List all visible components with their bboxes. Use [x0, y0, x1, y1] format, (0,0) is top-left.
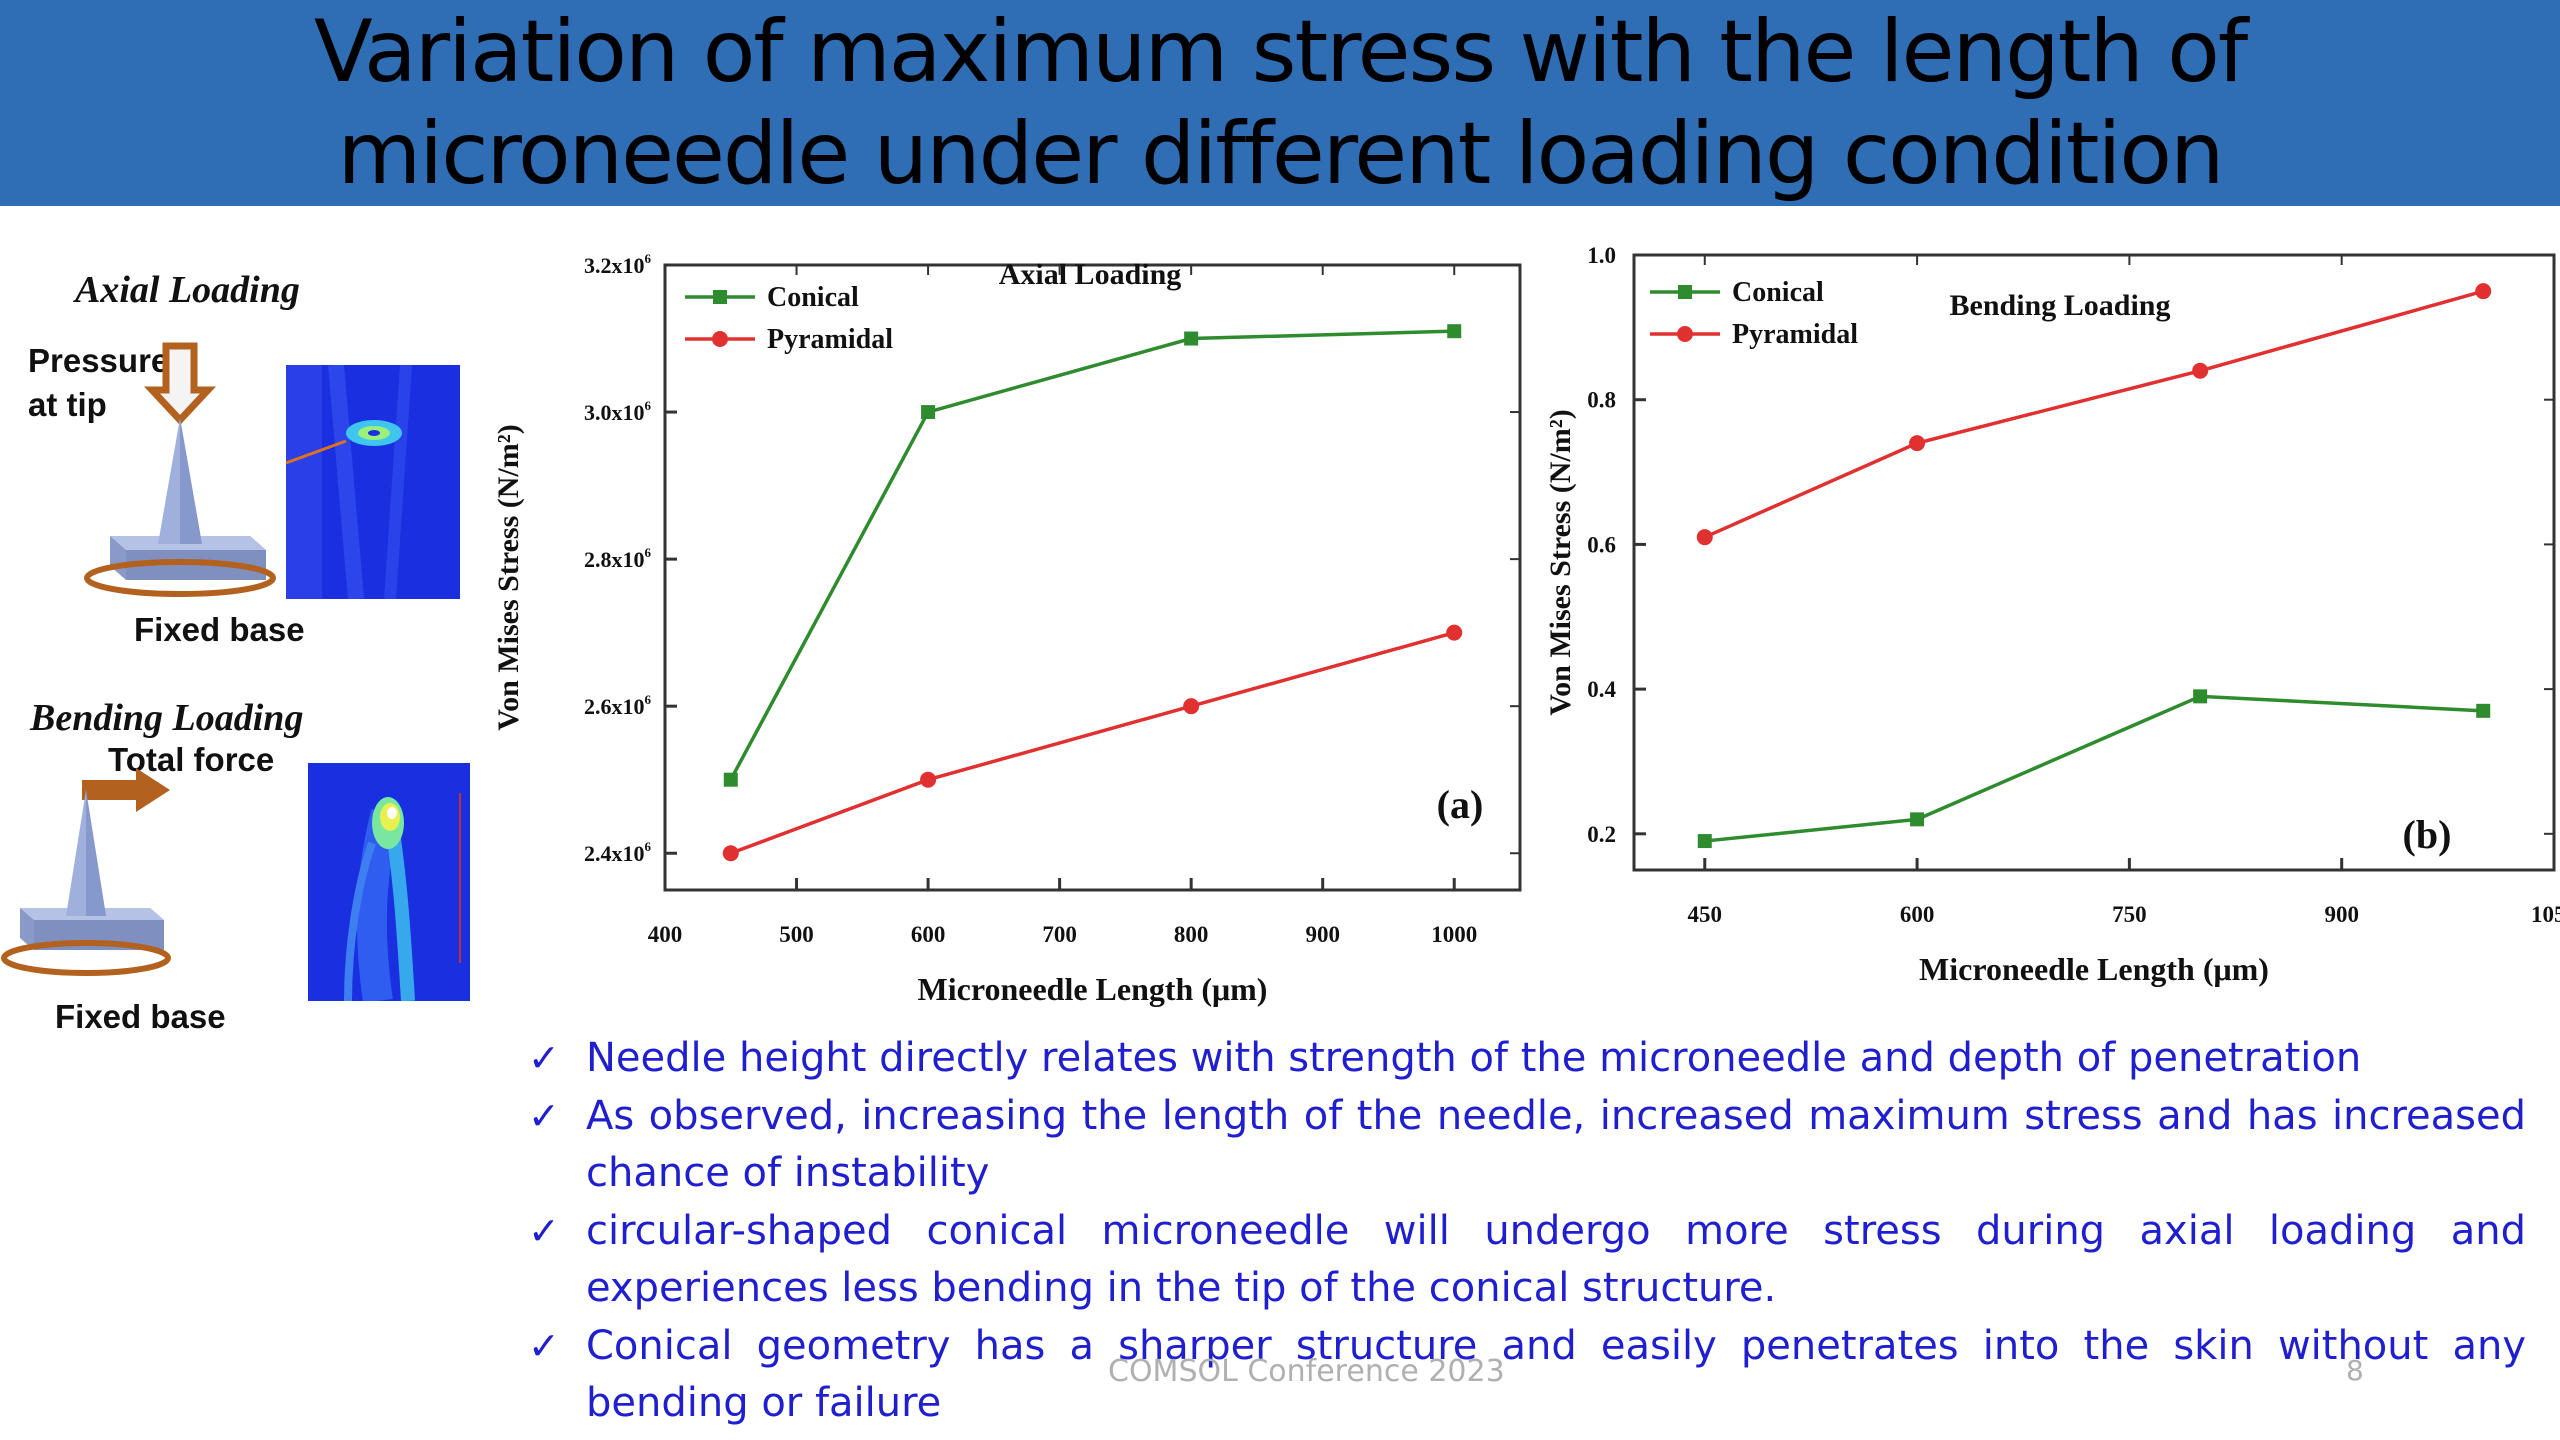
- legend-marker: [712, 331, 728, 347]
- data-point-conical: [921, 405, 936, 420]
- series-line-pyramidal: [730, 630, 1455, 855]
- bending-needle-diagram: [1, 768, 171, 976]
- panel-label: (b): [2403, 812, 2452, 857]
- data-point-pyramidal: [2192, 362, 2209, 379]
- bullet-item: ✓ As observed, increasing the length of …: [528, 1088, 2526, 1203]
- bullet-item: ✓ Needle height directly relates with st…: [528, 1030, 2526, 1088]
- fixed-base-ring-icon: [1, 940, 171, 976]
- data-point-pyramidal: [1183, 698, 1200, 715]
- data-point-pyramidal: [1696, 529, 1713, 546]
- data-point-pyramidal: [1909, 435, 1926, 452]
- axial-stress-contour-image: [286, 365, 460, 599]
- plot-frame: [1632, 253, 2556, 872]
- x-tick-label: 900: [2324, 902, 2359, 927]
- total-force-label: Total force: [108, 741, 275, 778]
- data-point-conical: [2476, 703, 2491, 718]
- data-point-conical: [1697, 834, 1712, 849]
- checkmark-icon: ✓: [528, 1323, 560, 1368]
- y-tick-label: 0.4: [1587, 677, 1616, 702]
- x-tick-label: 700: [1042, 922, 1077, 947]
- y-tick-label: 0.2: [1587, 822, 1616, 847]
- series-line-conical: [1704, 694, 2484, 843]
- bullet-text: As observed, increasing the length of th…: [586, 1092, 2526, 1197]
- pressure-label-at-tip: at tip: [28, 386, 107, 423]
- x-tick-label: 600: [1900, 902, 1935, 927]
- y-tick-label: 2.4x106: [584, 839, 652, 866]
- axial-loading-chart: 400 500 600 700 800 900 1000 2.4x106 2.6x106 2.8x…: [492, 251, 1522, 1007]
- title-bar: Variation of maximum stress with the len…: [0, 0, 2560, 206]
- bullet-text: Conical geometry has a sharper structure…: [586, 1322, 2526, 1427]
- bullet-item: ✓ Conical geometry has a sharper structu…: [528, 1318, 2526, 1433]
- y-tick-label: 2.6x106: [584, 692, 652, 719]
- legend-marker: [713, 290, 727, 304]
- y-tick-label: 0.8: [1587, 388, 1616, 413]
- panel-label: (a): [1437, 782, 1484, 827]
- fixed-base-label-bending: Fixed base: [55, 998, 226, 1035]
- plot-frame: [663, 263, 1522, 892]
- bending-stress-contour-image: [308, 763, 470, 1001]
- conical-needle-shape: [158, 418, 202, 544]
- series-line-pyramidal: [1704, 289, 2484, 539]
- x-tick-label: 500: [779, 922, 814, 947]
- x-tick-label: 800: [1174, 922, 1209, 947]
- y-tick-label: 2.8x106: [584, 545, 652, 572]
- y-tick-label: 3.0x106: [584, 398, 652, 425]
- fixed-base-ring-icon: [84, 559, 276, 597]
- bullet-text: circular-shaped conical microneedle will…: [586, 1207, 2526, 1312]
- data-point-pyramidal: [920, 771, 937, 788]
- data-point-pyramidal: [2475, 283, 2492, 300]
- data-point-pyramidal: [722, 845, 739, 862]
- bullet-item: ✓ circular-shaped conical microneedle wi…: [528, 1203, 2526, 1318]
- checkmark-icon: ✓: [528, 1036, 560, 1080]
- slide-title-line-2: microneedle under different loading cond…: [337, 104, 2225, 204]
- pressure-label: Pressure: [28, 342, 170, 379]
- data-point-conical: [2193, 689, 2208, 704]
- checkmark-icon: ✓: [528, 1208, 560, 1253]
- data-point-conical: [1447, 324, 1462, 339]
- conical-needle-shape: [66, 790, 106, 916]
- legend-label: Conical: [767, 282, 859, 313]
- x-tick-label: 1000: [1431, 922, 1477, 947]
- x-tick-label: 750: [2112, 902, 2147, 927]
- bending-loading-heading: Bending Loading: [30, 697, 304, 739]
- legend-marker: [1677, 326, 1693, 342]
- footer-page-number: 8: [2346, 1354, 2364, 1387]
- legend-label: Pyramidal: [767, 324, 893, 355]
- axial-needle-diagram: [84, 342, 276, 597]
- bullet-list: ✓ Needle height directly relates with st…: [528, 1030, 2526, 1433]
- chart-title: Bending Loading: [1950, 289, 2171, 322]
- x-tick-label: 450: [1688, 902, 1723, 927]
- x-tick-label: 600: [911, 922, 946, 947]
- bullet-text: Needle height directly relates with stre…: [586, 1035, 2362, 1081]
- slide-title-line-1: Variation of maximum stress with the len…: [313, 2, 2248, 102]
- legend-label: Conical: [1732, 277, 1824, 308]
- y-tick-label: 0.6: [1587, 532, 1616, 557]
- checkmark-icon: ✓: [528, 1093, 560, 1138]
- x-tick-label: 900: [1305, 922, 1340, 947]
- down-arrow-icon: [143, 342, 217, 426]
- data-point-pyramidal: [1446, 624, 1463, 641]
- chart-title: Axial Loading: [999, 258, 1182, 291]
- x-axis-label: Microneedle Length (μm): [1919, 951, 2269, 987]
- data-point-conical: [1184, 331, 1199, 346]
- y-tick-label: 1.0: [1587, 243, 1616, 268]
- y-tick-label: 3.2x106: [584, 251, 652, 278]
- fixed-base-label-axial: Fixed base: [134, 611, 305, 648]
- footer-conference: COMSOL Conference 2023: [1108, 1354, 1505, 1389]
- data-point-conical: [1910, 812, 1925, 827]
- data-point-conical: [723, 772, 738, 787]
- x-tick-label: 400: [648, 922, 683, 947]
- legend-marker: [1678, 285, 1692, 299]
- right-arrow-icon: [82, 768, 170, 812]
- legend-label: Pyramidal: [1732, 319, 1858, 350]
- series-line-conical: [729, 329, 1455, 781]
- y-axis-label: Von Mises Stress (N/m²): [492, 424, 525, 731]
- axial-loading-heading: Axial Loading: [75, 269, 300, 311]
- y-axis-label: Von Mises Stress (N/m²): [1544, 409, 1577, 716]
- x-axis-label: Microneedle Length (μm): [918, 971, 1268, 1007]
